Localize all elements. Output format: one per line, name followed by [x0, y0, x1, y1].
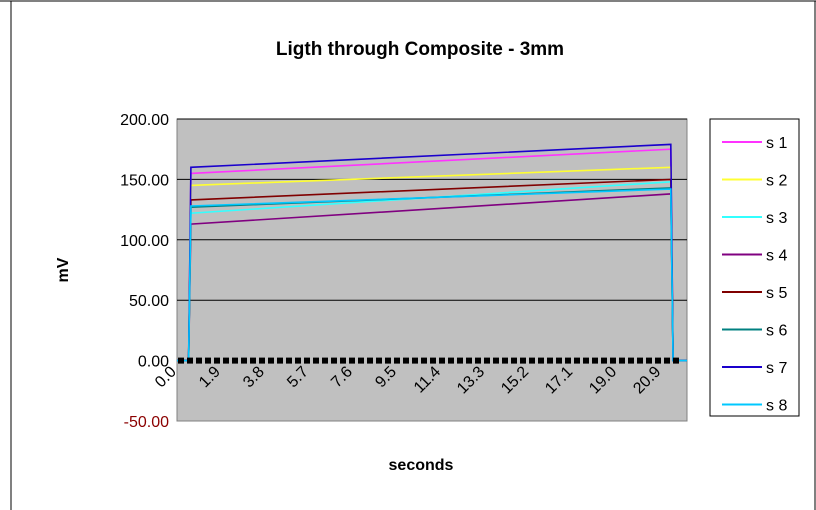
baseline-marker — [313, 357, 319, 364]
y-tick-label-4: 150.00 — [120, 172, 169, 189]
baseline-marker — [646, 357, 652, 364]
baseline-marker — [502, 357, 508, 364]
baseline-marker — [439, 357, 445, 364]
baseline-marker — [214, 357, 220, 364]
legend-label-5: s 5 — [766, 285, 787, 302]
baseline-marker — [619, 357, 625, 364]
baseline-marker — [286, 357, 292, 364]
baseline-marker — [493, 357, 499, 364]
baseline-marker — [232, 357, 238, 364]
baseline-marker — [484, 357, 490, 364]
baseline-marker — [223, 357, 229, 364]
baseline-marker — [178, 357, 184, 364]
baseline-marker — [466, 357, 472, 364]
baseline-marker — [583, 357, 589, 364]
legend-label-2: s 2 — [766, 173, 787, 190]
baseline-marker — [457, 357, 463, 364]
baseline-marker — [196, 357, 202, 364]
legend-label-3: s 3 — [766, 210, 787, 227]
baseline-marker — [295, 357, 301, 364]
baseline-marker — [241, 357, 247, 364]
y-tick-label-1: 0.00 — [138, 354, 169, 371]
y-tick-label-0: -50.00 — [124, 414, 169, 431]
baseline-marker — [628, 357, 634, 364]
baseline-marker — [547, 357, 553, 364]
baseline-marker — [421, 357, 427, 364]
baseline-marker — [511, 357, 517, 364]
legend-label-4: s 4 — [766, 248, 787, 265]
baseline-marker — [358, 357, 364, 364]
baseline-marker — [322, 357, 328, 364]
baseline-marker — [304, 357, 310, 364]
baseline-marker — [637, 357, 643, 364]
gridlines — [177, 118, 687, 301]
baseline-marker — [187, 357, 193, 364]
baseline-marker — [367, 357, 373, 364]
y-axis-tick-labels: -50.00 0.00 50.00 100.00 150.00 200.00 — [120, 112, 169, 431]
baseline-marker — [385, 357, 391, 364]
baseline-marker — [664, 357, 670, 364]
baseline-marker — [349, 357, 355, 364]
baseline-marker — [340, 357, 346, 364]
baseline-marker — [592, 357, 598, 364]
baseline-marker — [565, 357, 571, 364]
baseline-marker — [601, 357, 607, 364]
baseline-marker — [475, 357, 481, 364]
legend-label-8: s 8 — [766, 398, 787, 415]
baseline-marker — [277, 357, 283, 364]
y-tick-label-2: 50.00 — [129, 293, 169, 310]
legend-label-6: s 6 — [766, 323, 787, 340]
baseline-marker — [376, 357, 382, 364]
baseline-marker — [205, 357, 211, 364]
baseline-marker — [538, 357, 544, 364]
chart-title: Ligth through Composite - 3mm — [276, 39, 564, 60]
baseline-marker — [610, 357, 616, 364]
baseline-marker — [268, 357, 274, 364]
baseline-markers — [178, 357, 679, 364]
baseline-marker — [529, 357, 535, 364]
baseline-marker — [556, 357, 562, 364]
baseline-marker — [412, 357, 418, 364]
baseline-marker — [394, 357, 400, 364]
legend-label-1: s 1 — [766, 135, 787, 152]
baseline-marker — [673, 357, 679, 364]
baseline-marker — [520, 357, 526, 364]
baseline-marker — [331, 357, 337, 364]
y-axis-label: mV — [55, 257, 72, 282]
baseline-marker — [430, 357, 436, 364]
baseline-marker — [250, 357, 256, 364]
y-tick-label-5: 200.00 — [120, 112, 169, 129]
legend-entries: s 1 s 2 s 3 s 4 s 5 s 6 s 7 s 8 — [722, 135, 787, 415]
baseline-marker — [403, 357, 409, 364]
legend-label-7: s 7 — [766, 360, 787, 377]
baseline-marker — [574, 357, 580, 364]
baseline-marker — [448, 357, 454, 364]
baseline-marker — [259, 357, 265, 364]
x-axis-label: seconds — [389, 457, 454, 474]
baseline-marker — [655, 357, 661, 364]
y-tick-label-3: 100.00 — [120, 233, 169, 250]
